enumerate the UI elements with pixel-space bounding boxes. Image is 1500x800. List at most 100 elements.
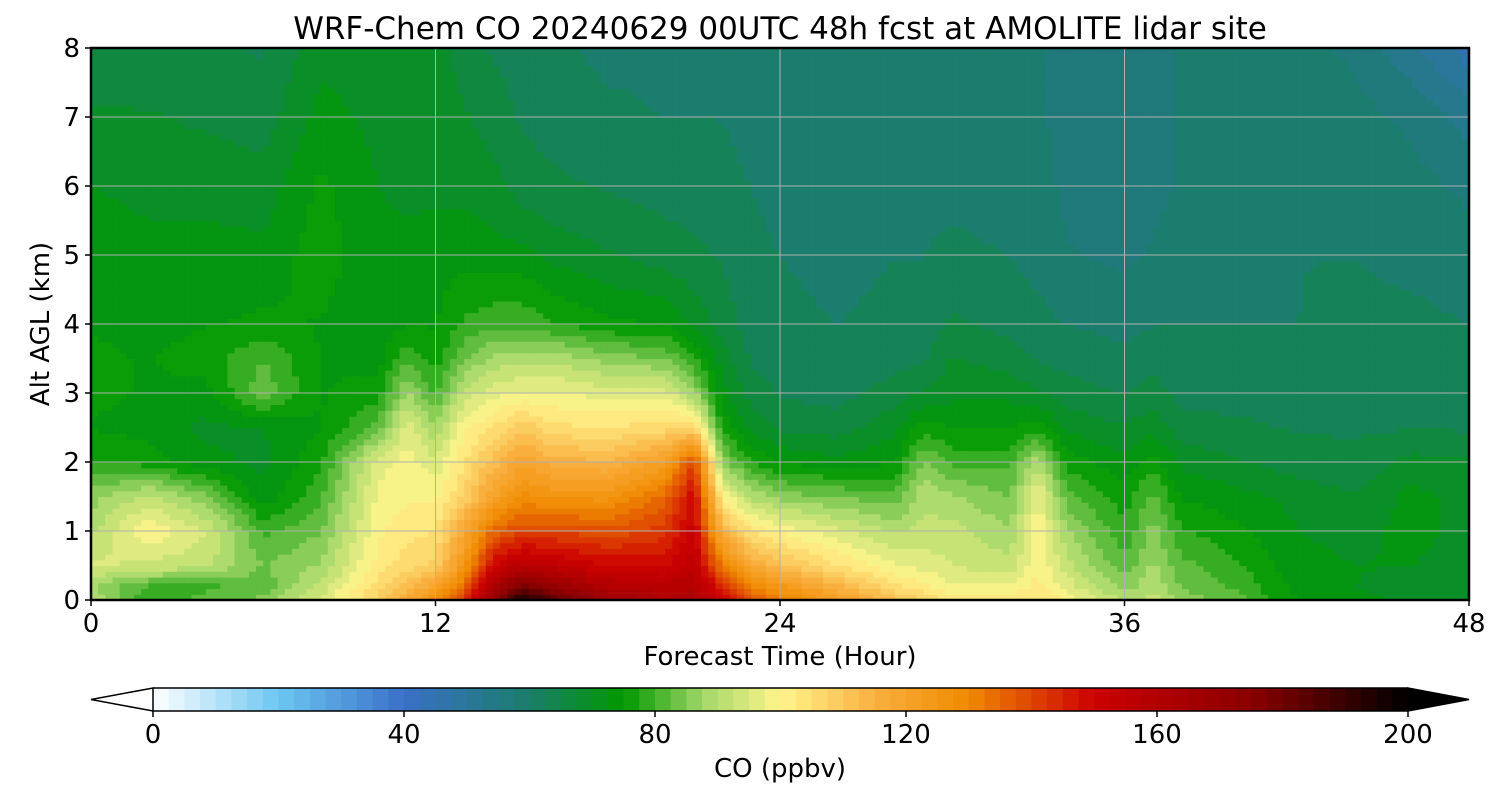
heatmap-cell [213, 393, 221, 400]
heatmap-cell [220, 232, 228, 239]
heatmap-cell [363, 421, 372, 429]
heatmap-cell [220, 502, 228, 509]
heatmap-cell [370, 243, 379, 250]
heatmap-cell [406, 416, 415, 423]
heatmap-cell [270, 243, 279, 250]
heatmap-cell [256, 237, 264, 245]
heatmap-cell [349, 111, 358, 118]
heatmap-cell [306, 220, 315, 227]
heatmap-cell [342, 582, 350, 590]
heatmap-cell [284, 456, 293, 463]
heatmap-cell [442, 393, 451, 400]
heatmap-cell [385, 508, 394, 515]
heatmap-cell [213, 312, 221, 319]
heatmap-cell [105, 548, 114, 555]
heatmap-cell [162, 220, 171, 227]
heatmap-cell [320, 174, 329, 181]
heatmap-cell [284, 571, 293, 578]
heatmap-cell [378, 341, 386, 348]
heatmap-cell [413, 410, 422, 417]
heatmap-cell [342, 301, 350, 308]
heatmap-cell [162, 421, 171, 429]
heatmap-cell [457, 283, 465, 291]
heatmap-cell [370, 358, 379, 365]
heatmap-cell [435, 186, 444, 193]
heatmap-cell [299, 134, 307, 141]
heatmap-cell [428, 577, 437, 584]
heatmap-cell [442, 559, 451, 567]
heatmap-cell [413, 439, 422, 446]
heatmap-cell [335, 226, 343, 233]
heatmap-cell [421, 387, 429, 394]
heatmap-cell [169, 168, 178, 176]
heatmap-cell [98, 358, 106, 365]
heatmap-cell [91, 341, 99, 348]
heatmap-cell [313, 594, 322, 600]
heatmap-cell [256, 48, 264, 55]
heatmap-cell [406, 548, 415, 555]
heatmap-cell [421, 519, 429, 526]
heatmap-cell [184, 433, 193, 440]
heatmap-cell [299, 347, 307, 354]
heatmap-cell [342, 329, 350, 337]
heatmap-cell [320, 519, 329, 526]
heatmap-cell [177, 48, 185, 55]
heatmap-cell [399, 496, 408, 503]
heatmap-cell [449, 565, 458, 572]
heatmap-cell [263, 370, 272, 377]
heatmap-cell [177, 220, 185, 227]
heatmap-cell [119, 358, 128, 365]
heatmap-cell [442, 358, 451, 365]
heatmap-cell [177, 59, 185, 66]
heatmap-cell [169, 289, 178, 296]
heatmap-cell [112, 237, 121, 245]
heatmap-cell [385, 289, 394, 296]
heatmap-cell [256, 99, 264, 107]
heatmap-cell [363, 243, 372, 250]
heatmap-cell [299, 439, 307, 446]
heatmap-cell [291, 324, 300, 331]
heatmap-cell [198, 266, 207, 273]
heatmap-cell [399, 536, 408, 544]
heatmap-cell [241, 278, 250, 285]
heatmap-cell [270, 565, 279, 572]
heatmap-cell [342, 427, 350, 434]
heatmap-cell [205, 186, 214, 193]
heatmap-cell [270, 255, 279, 262]
heatmap-cell [349, 249, 358, 256]
heatmap-cell [421, 88, 429, 95]
heatmap-cell [399, 243, 408, 250]
heatmap-cell [227, 71, 236, 78]
heatmap-cell [349, 243, 358, 250]
heatmap-cell [406, 289, 415, 296]
heatmap-cell [428, 496, 437, 503]
heatmap-cell [270, 404, 279, 411]
heatmap-cell [263, 105, 272, 112]
heatmap-cell [299, 295, 307, 302]
heatmap-cell [363, 496, 372, 503]
heatmap-cell [291, 450, 300, 457]
heatmap-cell [320, 122, 329, 130]
heatmap-cell [406, 554, 415, 561]
heatmap-cell [98, 318, 106, 325]
heatmap-cell [227, 513, 236, 521]
heatmap-cell [148, 82, 157, 89]
heatmap-cell [406, 456, 415, 463]
heatmap-cell [119, 548, 128, 555]
heatmap-cell [385, 536, 394, 544]
heatmap-cell [385, 381, 394, 388]
heatmap-cell [198, 450, 207, 457]
heatmap-cell [327, 145, 336, 153]
heatmap-cell [442, 266, 451, 273]
heatmap-cell [112, 554, 121, 561]
heatmap-cell [184, 594, 193, 600]
heatmap-cell [177, 421, 185, 429]
heatmap-cell [370, 266, 379, 273]
heatmap-cell [413, 312, 422, 319]
heatmap-cell [234, 393, 243, 400]
heatmap-cell [370, 410, 379, 417]
heatmap-cell [177, 53, 185, 61]
heatmap-cell [263, 335, 272, 342]
heatmap-cell [370, 163, 379, 170]
heatmap-cell [155, 473, 164, 480]
